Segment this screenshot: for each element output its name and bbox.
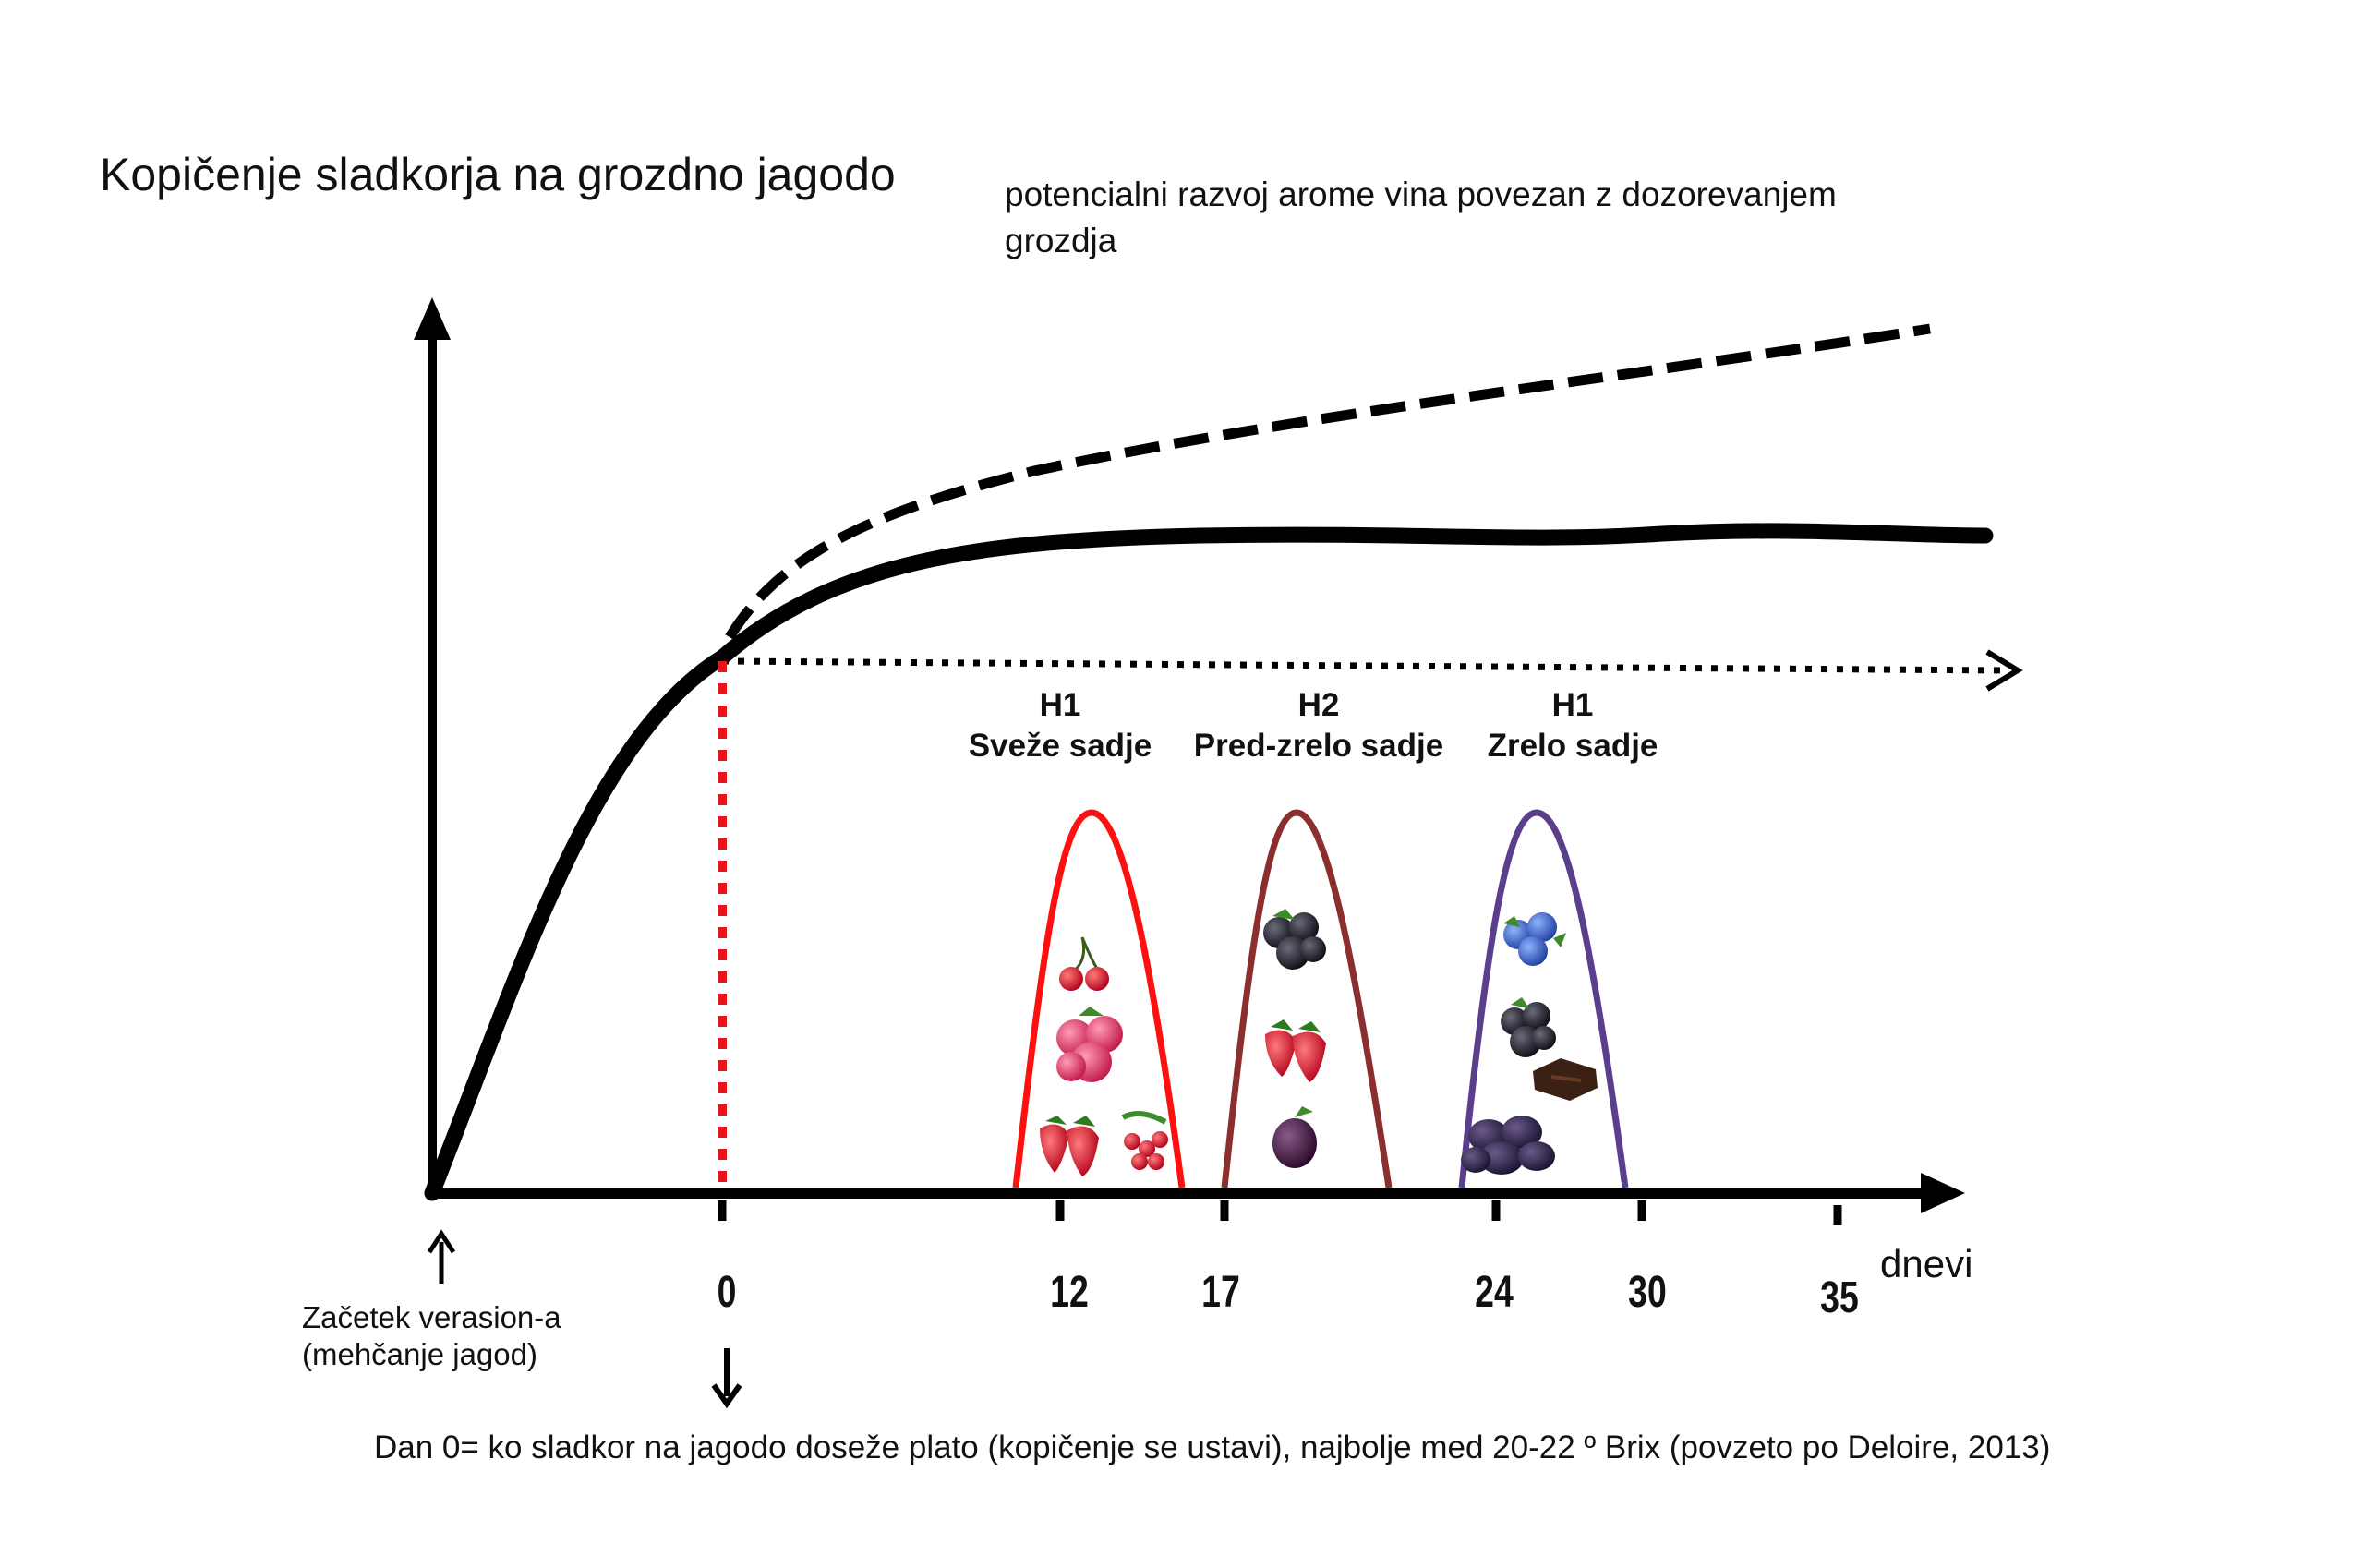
redcurrant-icon bbox=[1121, 1111, 1168, 1170]
phase-label-preripe: H2 Pred-zrelo sadje bbox=[1152, 685, 1485, 766]
plateau-arrowhead bbox=[1985, 649, 2023, 692]
tick-label-24: 24 bbox=[1475, 1268, 1514, 1317]
prune-icon bbox=[1461, 1116, 1555, 1175]
veraison-label-line2: (mehčanje jagod) bbox=[302, 1337, 537, 1371]
sugar-accumulation-curve bbox=[424, 523, 1994, 1201]
strawberry-icon bbox=[1265, 1019, 1326, 1082]
phase-name: Pred-zrelo sadje bbox=[1193, 728, 1444, 764]
aroma-label-line1: potencialni razvoj arome vina povezan z … bbox=[1005, 175, 1837, 213]
tick-label-0: 0 bbox=[717, 1268, 737, 1317]
veraison-arrow-icon bbox=[427, 1229, 456, 1254]
aroma-label-line2: grozdja bbox=[1005, 222, 1117, 259]
veraison-label-line1: Začetek verasion-a bbox=[302, 1300, 561, 1334]
x-axis-unit-label: dnevi bbox=[1880, 1242, 1973, 1285]
y-axis-arrowhead bbox=[414, 297, 451, 340]
footnote: Dan 0= ko sladkor na jagodo doseže plato… bbox=[374, 1429, 2051, 1465]
strawberry-icon bbox=[1040, 1116, 1099, 1176]
phase-code: H1 bbox=[1551, 687, 1594, 723]
phase-h2-preripe-bell bbox=[1221, 809, 1393, 1188]
tick-label-12: 12 bbox=[1050, 1268, 1089, 1317]
x-axis-arrowhead bbox=[1921, 1173, 1965, 1213]
plateau-dotted-line bbox=[721, 657, 2009, 674]
cherry-icon bbox=[1059, 936, 1109, 991]
phase-name: Sveže sadje bbox=[968, 728, 1152, 764]
phase-code: H1 bbox=[1039, 687, 1081, 723]
diagram-title: Kopičenje sladkorja na grozdno jagodo bbox=[100, 149, 896, 200]
phase-label-fresh: H1 Sveže sadje bbox=[894, 685, 1226, 766]
blueberry-icon bbox=[1503, 912, 1566, 966]
phase-code: H2 bbox=[1297, 687, 1340, 723]
phase-h1-fresh-bell bbox=[1012, 809, 1186, 1188]
plum-icon bbox=[1272, 1106, 1317, 1168]
chocolate-icon bbox=[1533, 1058, 1598, 1101]
day0-arrow-icon bbox=[711, 1383, 742, 1409]
aroma-potential-dashed-curve bbox=[725, 323, 1931, 640]
tick-label-30: 30 bbox=[1628, 1268, 1667, 1317]
phase-h1-ripe-bell bbox=[1458, 809, 1629, 1188]
tick-label-35: 35 bbox=[1820, 1273, 1859, 1322]
phase-name: Zrelo sadje bbox=[1487, 728, 1658, 764]
x-axis-tick-marks bbox=[718, 1200, 1842, 1225]
blackberry-icon bbox=[1501, 997, 1556, 1057]
blackberry-icon bbox=[1263, 909, 1326, 970]
phase-label-ripe: H1 Zrelo sadje bbox=[1406, 685, 1739, 766]
tick-label-17: 17 bbox=[1201, 1268, 1240, 1317]
raspberry-icon bbox=[1056, 1007, 1123, 1082]
